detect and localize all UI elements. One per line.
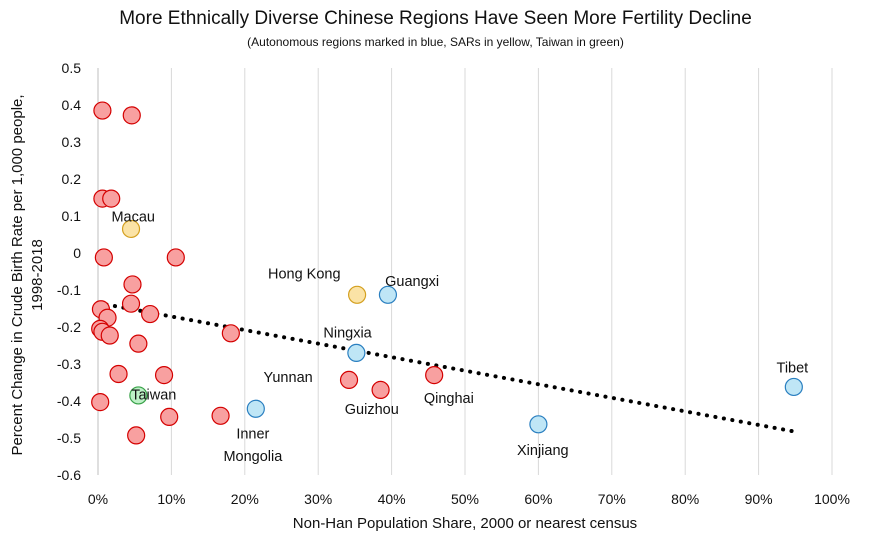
- province-point: [127, 426, 146, 445]
- autonomous-point: [784, 377, 803, 397]
- trendline: [96, 300, 798, 434]
- label-xinjiang: Xinjiang: [517, 443, 569, 459]
- x-tick-label: 30%: [304, 491, 332, 507]
- province-point: [211, 406, 230, 425]
- y-tick-label: 0.2: [62, 171, 82, 187]
- province-point: [100, 326, 119, 345]
- province-point: [154, 366, 174, 385]
- y-tick-label: -0.1: [57, 282, 81, 298]
- label-hong-kong: Hong Kong: [268, 266, 341, 282]
- label-guizhou: Guizhou: [345, 402, 399, 418]
- x-tick-label: 90%: [745, 491, 773, 507]
- label-qinghai: Qinghai: [424, 391, 474, 407]
- province-point: [122, 106, 141, 125]
- province-point: [160, 407, 179, 427]
- label-inner: Inner: [236, 427, 269, 443]
- autonomous-point: [529, 415, 548, 434]
- trendline-dotted: [96, 300, 798, 434]
- y-axis-label-line1: Percent Change in Crude Birth Rate per 1…: [9, 94, 26, 455]
- province-point: [123, 275, 142, 294]
- sar-point: [348, 285, 367, 304]
- province-point: [371, 380, 390, 399]
- x-axis-label: Non-Han Population Share, 2000 or neares…: [293, 515, 637, 532]
- province-point: [102, 189, 121, 208]
- x-tick-label: 40%: [378, 491, 406, 507]
- label-macau: Macau: [111, 210, 155, 226]
- x-tick-label: 50%: [451, 491, 479, 507]
- province-point: [425, 366, 444, 385]
- province-point: [93, 101, 112, 120]
- label-yunnan: Yunnan: [264, 370, 313, 386]
- y-tick-label: -0.4: [57, 393, 81, 409]
- label-guangxi: Guangxi: [385, 274, 439, 290]
- y-tick-label: -0.6: [57, 467, 81, 483]
- y-tick-label: 0.5: [62, 60, 82, 76]
- taiwan-point: [129, 386, 148, 405]
- province-point: [94, 248, 113, 267]
- annotations: Macau Hong Kong Guangxi Ningxia Yunnan Taiwan…: [111, 210, 808, 465]
- y-tick-label: 0.3: [62, 134, 82, 150]
- province-point: [109, 364, 128, 384]
- province-point: [166, 248, 185, 267]
- province-point: [129, 334, 148, 353]
- y-tick-label: -0.5: [57, 430, 81, 446]
- x-tick-label: 100%: [814, 491, 850, 507]
- x-tick-label: 10%: [157, 491, 185, 507]
- y-tick-labels: -0.6 -0.5 -0.4 -0.3 -0.2 -0.1 0 0.1 0.2 0.3 0.4 0.5: [57, 60, 81, 483]
- chart-title: More Ethnically Diverse Chinese Regions …: [119, 8, 752, 29]
- data-points: [91, 101, 803, 445]
- province-point: [339, 370, 359, 390]
- y-tick-label: 0: [73, 245, 81, 261]
- x-tick-label: 70%: [598, 491, 626, 507]
- label-ningxia: Ningxia: [323, 326, 372, 342]
- province-point: [141, 304, 160, 324]
- autonomous-point: [378, 285, 398, 304]
- label-tibet: Tibet: [777, 361, 809, 377]
- x-tick-labels: 0% 10% 20% 30% 40% 50% 60% 70% 80% 90% 100%: [88, 491, 850, 507]
- label-taiwan: Taiwan: [131, 387, 176, 403]
- x-tick-label: 20%: [231, 491, 259, 507]
- sar-point: [121, 219, 141, 239]
- grid-lines: [170, 68, 833, 475]
- y-tick-label: 0.4: [62, 97, 82, 113]
- y-axis-label-line2: 1998-2018: [29, 239, 46, 311]
- label-mongolia: Mongolia: [223, 449, 283, 465]
- province-point: [221, 324, 240, 343]
- y-tick-label: 0.1: [62, 208, 82, 224]
- y-tick-label: -0.2: [57, 319, 81, 335]
- province-point: [91, 393, 110, 412]
- autonomous-point: [246, 399, 265, 418]
- province-point: [121, 294, 141, 313]
- x-tick-label: 80%: [671, 491, 699, 507]
- x-tick-label: 60%: [524, 491, 552, 507]
- y-tick-label: -0.3: [57, 356, 81, 372]
- chart-subtitle: (Autonomous regions marked in blue, SARs…: [247, 35, 624, 49]
- autonomous-point: [347, 343, 366, 362]
- x-tick-label: 0%: [88, 491, 108, 507]
